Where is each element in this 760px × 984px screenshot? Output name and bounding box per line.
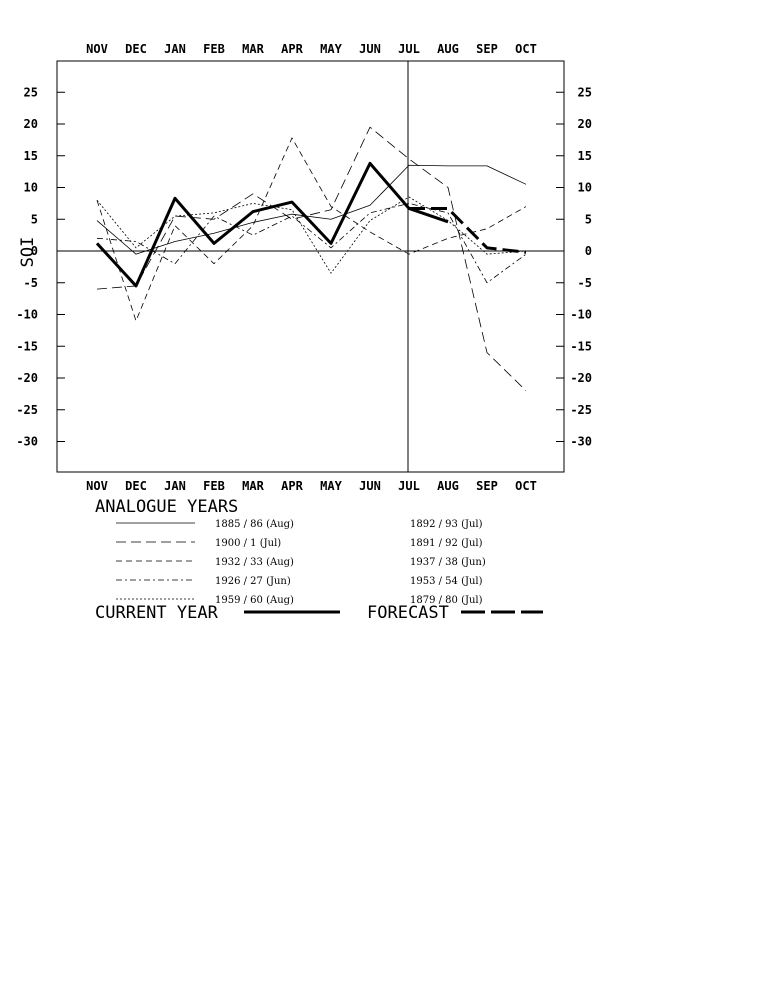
current-year-label: CURRENT YEAR [95, 603, 219, 623]
x-tick-label-bottom: JUL [398, 479, 420, 493]
x-tick-label-top: JUL [398, 42, 420, 56]
y-tick-label-left: 15 [24, 149, 38, 163]
y-tick-label-left: 20 [24, 117, 38, 131]
legend-paired-entry: 1879 / 80 (Jul) [410, 595, 483, 606]
x-tick-label-bottom: MAY [320, 479, 342, 493]
y-tick-label-left: -30 [16, 435, 38, 449]
legend-paired-years: 1892 / 93 (Jul) 1891 / 92 (Jul) 1937 / 38 … [410, 519, 486, 606]
x-tick-label-top: JUN [359, 42, 381, 56]
y-tick-label-right: -20 [570, 371, 592, 385]
x-tick-label-bottom: MAR [242, 479, 264, 493]
y-tick-label-right: -5 [578, 276, 592, 290]
x-tick-label-top: DEC [125, 42, 147, 56]
legend-entry: 1900 / 1 (Jul) [215, 538, 281, 549]
y-axis-label: SOI [18, 237, 38, 268]
y-tick-label-left: 0 [31, 244, 38, 258]
legend-title: ANALOGUE YEARS [95, 497, 238, 517]
legend-entry: 1932 / 33 (Aug) [215, 557, 294, 568]
y-tick-label-right: -10 [570, 308, 592, 322]
x-tick-label-bottom: JAN [164, 479, 186, 493]
series-line-5 [96, 202, 527, 284]
y-tick-label-right: 25 [578, 85, 592, 99]
x-tick-label-bottom: NOV [86, 479, 108, 493]
y-tick-label-right: 10 [578, 181, 592, 195]
series-lines [95, 126, 527, 391]
y-tick-label-right: 0 [585, 244, 592, 258]
y-tick-label-left: -25 [16, 403, 38, 417]
x-tick-label-bottom: AUG [437, 479, 459, 493]
plot-frame [56, 60, 565, 473]
top-tick-labels: NOV DEC JAN FEB MAR APR MAY JUN JUL AUG SEP OCT [86, 42, 537, 56]
y-tick-label-left: -15 [16, 339, 38, 353]
right-tick-labels: 25 20 15 10 5 0 -5 -10 -15 -20 -25 -30 [556, 85, 592, 449]
x-tick-label-top: FEB [203, 42, 225, 56]
legend-paired-entry: 1953 / 54 (Jul) [410, 576, 483, 587]
series-line-3 [96, 126, 527, 391]
y-tick-label-left: 5 [31, 212, 38, 226]
bottom-tick-labels: NOV DEC JAN FEB MAR APR MAY JUN JUL AUG SEP OCT [86, 479, 537, 493]
x-tick-label-bottom: DEC [125, 479, 147, 493]
legend-entry: 1885 / 86 (Aug) [215, 519, 294, 530]
series-line-4 [96, 137, 527, 322]
x-tick-label-top: APR [281, 42, 303, 56]
x-tick-label-top: NOV [86, 42, 108, 56]
x-tick-label-top: JAN [164, 42, 186, 56]
series-line-2 [96, 164, 527, 255]
y-tick-label-right: -25 [570, 403, 592, 417]
y-tick-label-right: -30 [570, 435, 592, 449]
x-tick-label-top: OCT [515, 42, 537, 56]
x-tick-label-bottom: SEP [476, 479, 498, 493]
y-tick-label-left: 25 [24, 85, 38, 99]
y-tick-label-right: 20 [578, 117, 592, 131]
y-tick-label-right: -15 [570, 339, 592, 353]
legend-entry: 1926 / 27 (Jun) [215, 576, 291, 587]
legend-paired-entry: 1937 / 38 (Jun) [410, 557, 486, 568]
series-line-0 [95, 161, 449, 288]
x-tick-label-top: AUG [437, 42, 459, 56]
series-line-1 [409, 206, 527, 254]
x-tick-label-bottom: FEB [203, 479, 225, 493]
x-tick-label-top: MAR [242, 42, 264, 56]
forecast-label: FORECAST [367, 603, 449, 623]
legend-paired-entry: 1892 / 93 (Jul) [410, 519, 483, 530]
x-tick-label-bottom: APR [281, 479, 303, 493]
left-tick-labels: 25 20 15 10 5 0 -5 -10 -15 -20 -25 -30 [16, 85, 65, 449]
legend-paired-entry: 1891 / 92 (Jul) [410, 538, 483, 549]
x-tick-label-bottom: JUN [359, 479, 381, 493]
y-tick-label-right: 15 [578, 149, 592, 163]
x-tick-label-bottom: OCT [515, 479, 537, 493]
y-tick-label-left: -10 [16, 308, 38, 322]
y-tick-label-left: -5 [24, 276, 38, 290]
legend-analogues: 1885 / 86 (Aug) 1900 / 1 (Jul) 1932 / 33 (… [116, 519, 294, 606]
x-tick-label-top: MAY [320, 42, 342, 56]
legend-entry: 1959 / 60 (Aug) [215, 595, 294, 606]
y-tick-label-left: -20 [16, 371, 38, 385]
x-tick-label-top: SEP [476, 42, 498, 56]
y-tick-label-left: 10 [24, 181, 38, 195]
y-tick-label-right: 5 [585, 212, 592, 226]
